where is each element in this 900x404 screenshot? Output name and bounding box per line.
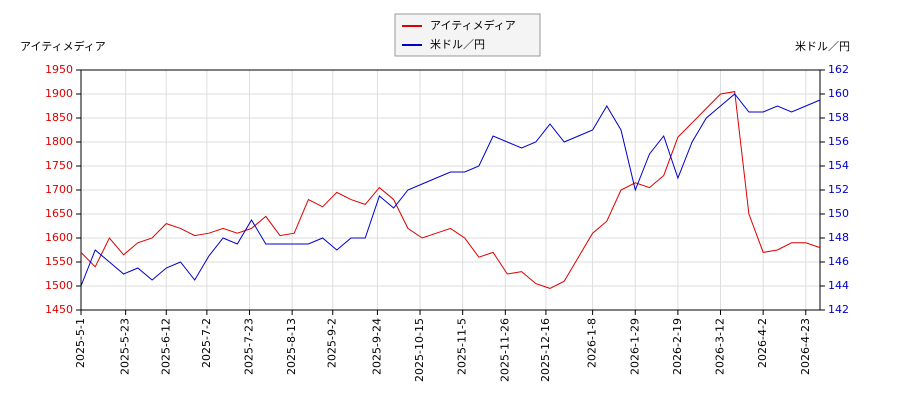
plot-frame (80, 69, 821, 311)
y-tick-label: 1950 (45, 63, 73, 76)
x-tick-label: 2025-11-5 (456, 318, 469, 375)
y-axis-label: アイティメディア (20, 39, 106, 53)
x-tick-label: 2026-1-8 (586, 318, 599, 368)
y2-tick-label: 160 (828, 87, 849, 100)
y-tick-label: 1550 (45, 255, 73, 268)
y2-tick-label: 142 (828, 303, 849, 316)
x-tick-label: 2026-4-23 (799, 318, 812, 375)
x-tick-label: 2026-2-19 (671, 318, 684, 375)
legend-label: アイティメディア (430, 18, 516, 32)
y2-tick-label: 148 (828, 231, 849, 244)
y-tick-label: 1600 (45, 231, 73, 244)
legend-label: 米ドル／円 (430, 38, 485, 51)
x-tick-label: 2025-7-23 (243, 318, 256, 375)
legend-box (394, 13, 541, 57)
x-tick-label: 2025-5-1 (74, 318, 87, 368)
x-tick-label: 2025-10-15 (413, 318, 426, 382)
x-tick-label: 2025-11-26 (498, 318, 511, 382)
y2-tick-label: 150 (828, 207, 849, 220)
x-tick-label: 2026-4-2 (756, 318, 769, 368)
x-tick-label: 2025-6-12 (159, 318, 172, 375)
y2-tick-label: 158 (828, 111, 849, 124)
y2-tick-label: 156 (828, 135, 849, 148)
x-tick-label: 2025-8-13 (285, 318, 298, 375)
x-tick-label: 2026-3-12 (714, 318, 727, 375)
y-tick-label: 1900 (45, 87, 73, 100)
y2-tick-label: 152 (828, 183, 849, 196)
x-tick-label: 2025-5-23 (119, 318, 132, 375)
y2-axis-label: 米ドル／円 (795, 40, 850, 53)
y-tick-label: 1850 (45, 111, 73, 124)
x-tick-label: 2025-7-2 (200, 318, 213, 368)
x-tick-label: 2025-12-16 (539, 318, 552, 382)
x-tick-label: 2025-9-2 (326, 318, 339, 368)
series-line (80, 91, 821, 289)
y2-tick-label: 146 (828, 255, 849, 268)
y-tick-label: 1500 (45, 279, 73, 292)
y2-tick-label: 162 (828, 63, 849, 76)
y-tick-label: 1650 (45, 207, 73, 220)
x-tick-label: 2025-9-24 (370, 318, 383, 375)
y2-tick-label: 144 (828, 279, 849, 292)
y-tick-label: 1750 (45, 159, 73, 172)
y-tick-label: 1700 (45, 183, 73, 196)
y-tick-label: 1450 (45, 303, 73, 316)
y-tick-label: 1800 (45, 135, 73, 148)
x-tick-label: 2026-1-29 (628, 318, 641, 375)
series-line (80, 93, 821, 287)
y2-tick-label: 154 (828, 159, 849, 172)
